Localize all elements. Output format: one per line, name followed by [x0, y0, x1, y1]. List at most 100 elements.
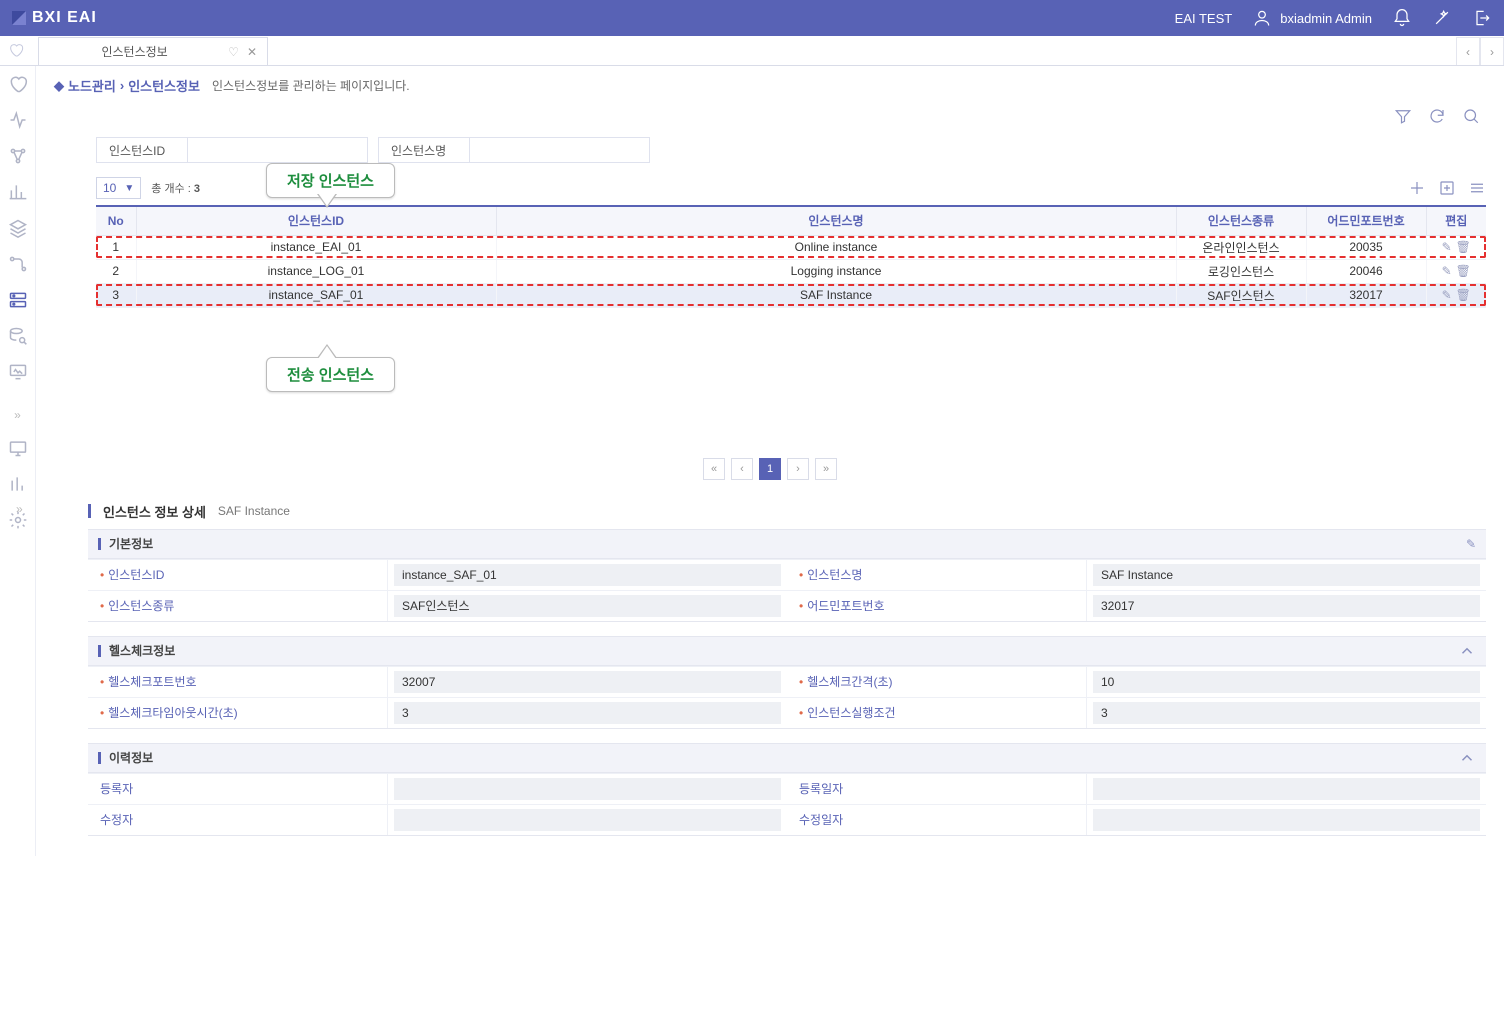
rail-activity-icon[interactable] — [8, 110, 28, 130]
kv-label-cond: 인스턴스실행조건 — [807, 704, 895, 721]
count-value: 3 — [194, 183, 200, 195]
annotation-callout-top: 저장 인스턴스 — [266, 163, 395, 198]
logo-text: BXI EAI — [32, 9, 97, 27]
side-rail: » — [0, 66, 36, 856]
kv-label-moduser: 수정자 — [100, 811, 133, 828]
instance-grid: No 인스턴스ID 인스턴스명 인스턴스종류 어드민포트번호 편집 1 inst… — [96, 205, 1486, 308]
panel-history-head[interactable]: 이력정보 — [88, 743, 1486, 773]
panel-health-head[interactable]: 헬스체크정보 — [88, 636, 1486, 666]
detail-collapse-icon[interactable]: » — [16, 502, 23, 516]
rail-server-icon[interactable] — [8, 290, 28, 310]
delete-icon[interactable]: 🗑 — [1456, 240, 1471, 254]
add-icon[interactable] — [1408, 179, 1426, 197]
kv-value-regdate — [1093, 778, 1480, 800]
rail-collapse-icon[interactable]: » — [14, 408, 21, 422]
cell-no: 2 — [96, 259, 136, 283]
kv-value-timeout: 3 — [394, 702, 781, 724]
edit-icon[interactable]: ✎ — [1442, 288, 1452, 302]
page-description: 인스턴스정보를 관리하는 페이지입니다. — [212, 77, 410, 94]
rail-chart-icon[interactable] — [8, 182, 28, 202]
table-row[interactable]: 2 instance_LOG_01 Logging instance 로깅인스턴… — [96, 259, 1486, 283]
table-row[interactable]: 3 instance_SAF_01 SAF Instance SAF인스턴스 3… — [96, 283, 1486, 307]
user-icon — [1252, 8, 1272, 28]
panel-history-title: 이력정보 — [109, 749, 153, 766]
rail-layers-icon[interactable] — [8, 218, 28, 238]
col-port[interactable]: 어드민포트번호 — [1306, 207, 1426, 235]
kv-label-regdate: 등록일자 — [799, 780, 843, 797]
pager-last[interactable]: » — [815, 458, 837, 480]
wand-icon[interactable] — [1432, 8, 1452, 28]
rail-bars-icon[interactable] — [8, 474, 28, 494]
tab-next-button[interactable]: › — [1480, 37, 1504, 65]
col-name[interactable]: 인스턴스명 — [496, 207, 1176, 235]
rail-network-icon[interactable] — [8, 146, 28, 166]
col-type[interactable]: 인스턴스종류 — [1176, 207, 1306, 235]
cell-name: SAF Instance — [496, 283, 1176, 307]
panel-edit-icon[interactable]: ✎ — [1466, 537, 1476, 551]
panel-health-body: •헬스체크포트번호 32007 •헬스체크간격(초) 10 •헬스체크타임아웃시… — [88, 666, 1486, 729]
col-no[interactable]: No — [96, 207, 136, 235]
kv-value-id: instance_SAF_01 — [394, 564, 781, 586]
cell-type: SAF인스턴스 — [1176, 283, 1306, 307]
tab-prev-button[interactable]: ‹ — [1456, 37, 1480, 65]
pagination: « ‹ 1 › » — [36, 308, 1504, 494]
detail-subtitle: SAF Instance — [218, 504, 290, 518]
chevron-up-icon[interactable] — [1458, 749, 1476, 767]
cell-name: Online instance — [496, 235, 1176, 259]
user-block[interactable]: bxiadmin Admin — [1252, 8, 1372, 28]
rail-monitor-icon[interactable] — [8, 362, 28, 382]
panel-basic-title: 기본정보 — [109, 535, 153, 552]
page-size-select[interactable]: 10 ▼ — [96, 177, 141, 199]
cell-type: 로깅인스턴스 — [1176, 259, 1306, 283]
panel-basic-body: •인스턴스ID instance_SAF_01 •인스턴스명 SAF Insta… — [88, 559, 1486, 622]
favorite-icon[interactable] — [8, 42, 24, 61]
rail-flow-icon[interactable] — [8, 254, 28, 274]
tab-favorite-icon[interactable]: ♡ — [228, 45, 239, 59]
callout-bottom-text: 전송 인스턴스 — [287, 367, 374, 384]
pager-next[interactable]: › — [787, 458, 809, 480]
cell-no: 1 — [96, 235, 136, 259]
delete-icon[interactable]: 🗑 — [1456, 288, 1471, 302]
logout-icon[interactable] — [1472, 8, 1492, 28]
refresh-icon[interactable] — [1428, 107, 1446, 125]
kv-value-port: 32017 — [1093, 595, 1480, 617]
filter-name-input[interactable] — [469, 138, 649, 162]
bell-icon[interactable] — [1392, 8, 1412, 28]
chevron-up-icon[interactable] — [1458, 642, 1476, 660]
edit-icon[interactable]: ✎ — [1442, 264, 1452, 278]
rail-search-db-icon[interactable] — [8, 326, 28, 346]
pager-prev[interactable]: ‹ — [731, 458, 753, 480]
delete-icon[interactable]: 🗑 — [1456, 264, 1471, 278]
breadcrumb-parent[interactable]: 노드관리 — [68, 76, 116, 95]
pager-page-1[interactable]: 1 — [759, 458, 781, 480]
kv-value-name: SAF Instance — [1093, 564, 1480, 586]
kv-label-reguser: 등록자 — [100, 780, 133, 797]
edit-icon[interactable]: ✎ — [1442, 240, 1452, 254]
cell-id: instance_LOG_01 — [136, 259, 496, 283]
panel-health-title: 헬스체크정보 — [109, 642, 175, 659]
cell-id: instance_SAF_01 — [136, 283, 496, 307]
table-row[interactable]: 1 instance_EAI_01 Online instance 온라인인스턴… — [96, 235, 1486, 259]
cell-type: 온라인인스턴스 — [1176, 235, 1306, 259]
page-size-value: 10 — [103, 181, 116, 195]
menu-icon[interactable] — [1468, 179, 1486, 197]
kv-label-timeout: 헬스체크타임아웃시간(초) — [108, 704, 237, 721]
filter-id-label: 인스턴스ID — [97, 142, 187, 159]
user-name: bxiadmin Admin — [1280, 11, 1372, 26]
kv-label-moddate: 수정일자 — [799, 811, 843, 828]
rail-heart-icon[interactable] — [8, 74, 28, 94]
rail-display-icon[interactable] — [8, 438, 28, 458]
search-icon[interactable] — [1462, 107, 1480, 125]
export-icon[interactable] — [1438, 179, 1456, 197]
tab-title: 인스턴스정보 — [49, 43, 220, 60]
total-count: 총 개수 : 3 — [151, 180, 200, 196]
filter-icon[interactable] — [1394, 107, 1412, 125]
tab-strip: 인스턴스정보 ♡ ✕ ‹ › — [0, 36, 1504, 66]
tab-instance-info[interactable]: 인스턴스정보 ♡ ✕ — [38, 37, 268, 65]
pager-first[interactable]: « — [703, 458, 725, 480]
filter-id-input[interactable] — [187, 138, 367, 162]
col-id[interactable]: 인스턴스ID — [136, 207, 496, 235]
kv-label-hport: 헬스체크포트번호 — [108, 673, 196, 690]
tab-close-icon[interactable]: ✕ — [247, 45, 257, 59]
kv-label-type: 인스턴스종류 — [108, 597, 174, 614]
